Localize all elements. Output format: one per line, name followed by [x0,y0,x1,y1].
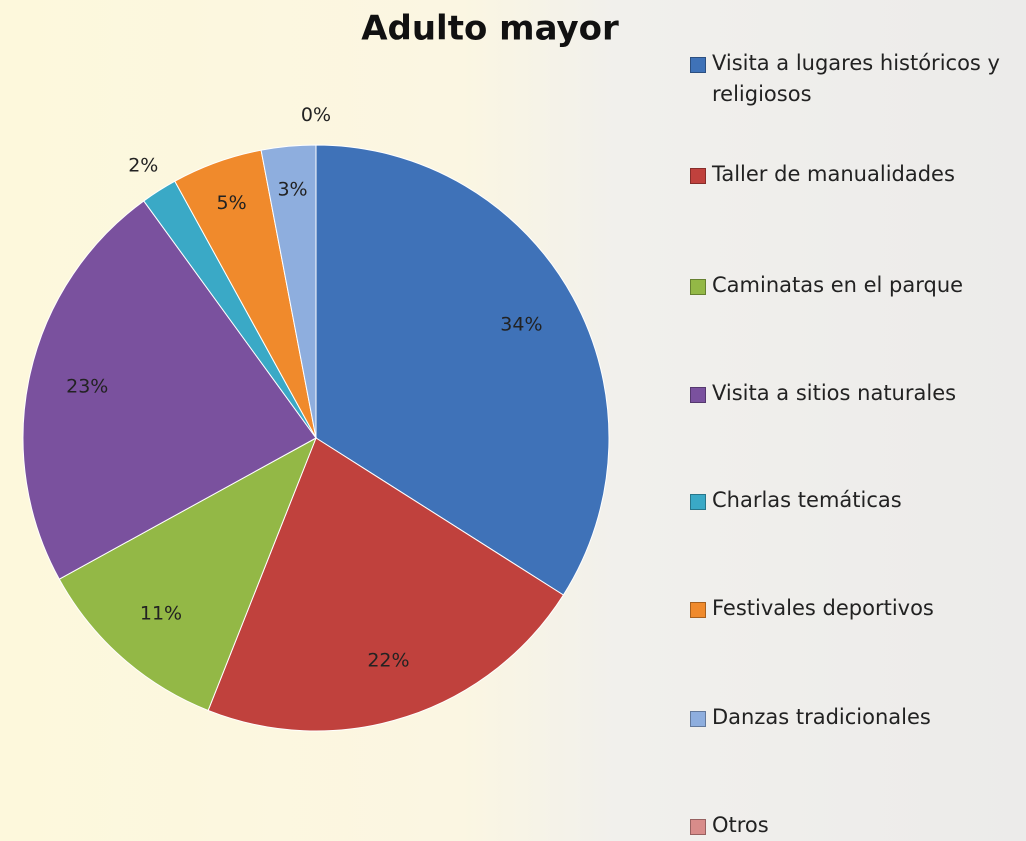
legend-label: Danzas tradicionales [712,705,931,729]
data-label: 3% [277,179,307,201]
legend-item: Festivales deportivos [690,593,1008,624]
data-label: 5% [217,192,247,214]
legend-swatch [690,387,706,403]
legend-label: Otros [712,813,769,837]
pie-slice [315,144,610,596]
legend-item: Danzas tradicionales [690,702,1008,733]
legend-swatch [690,819,706,835]
data-label: 22% [367,649,409,671]
pie-slice [58,436,317,712]
legend-item: Caminatas en el parque [690,270,1008,301]
legend-swatch [690,602,706,618]
legend-swatch [690,494,706,510]
data-label: 0% [301,104,331,126]
legend-swatch [690,711,706,727]
legend-label: Taller de manualidades [712,162,955,186]
legend-label: Caminatas en el parque [712,273,964,297]
legend-label: Visita a sitios naturales [712,381,957,405]
legend-item: Taller de manualidades [690,159,1008,190]
legend-swatch [690,57,706,73]
legend-label: Charlas temáticas [712,488,902,512]
legend-item: Visita a lugares históricos y religiosos [690,48,1008,110]
pie-slice [207,437,565,732]
legend-label: Festivales deportivos [712,596,934,620]
legend-swatch [690,279,706,295]
data-label: 2% [128,154,158,176]
legend: Visita a lugares históricos y religiosos… [690,0,1010,838]
pie-slice [22,200,317,580]
legend-swatch [690,168,706,184]
data-label: 23% [66,375,108,397]
chart-title: Adulto mayor [361,9,619,49]
legend-item: Otros [690,810,1008,841]
legend-item: Charlas temáticas [690,485,1008,516]
legend-label: Visita a lugares históricos y religiosos [712,51,1000,106]
data-label: 34% [500,314,542,336]
data-label: 11% [140,602,182,624]
legend-item: Visita a sitios naturales [690,378,1008,409]
